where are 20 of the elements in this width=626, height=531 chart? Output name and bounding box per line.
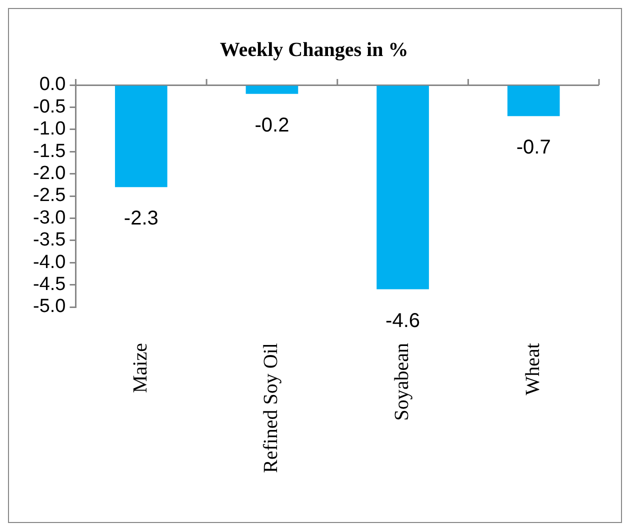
y-tick-label: -5.0 [32, 296, 66, 318]
y-tick-label: -2.5 [32, 185, 66, 206]
x-tick-label: Refined Soy Oil [260, 342, 282, 474]
data-label: -4.6 [386, 310, 420, 332]
y-tick-label: 0.0 [39, 74, 66, 96]
x-tick-label: Soyabean [391, 343, 414, 421]
y-tick-label: -4.5 [32, 274, 66, 296]
y-tick-label: -0.5 [32, 96, 66, 118]
y-tick-label: -2.0 [32, 163, 66, 184]
y-tick-label: -3.5 [32, 230, 66, 251]
x-tick-label: Wheat [522, 342, 544, 396]
y-tick-label: -1.0 [32, 118, 66, 140]
y-tick-label: -4.0 [32, 252, 66, 273]
x-tick-label: Maize [129, 342, 152, 393]
data-label: -0.2 [254, 114, 290, 136]
y-tick-label: -3.0 [32, 207, 66, 228]
data-label: -2.3 [124, 208, 158, 230]
y-tick-label: -1.5 [32, 140, 66, 162]
data-label: -0.7 [516, 136, 551, 159]
chart-title: Weekly Changes in % [220, 39, 408, 62]
